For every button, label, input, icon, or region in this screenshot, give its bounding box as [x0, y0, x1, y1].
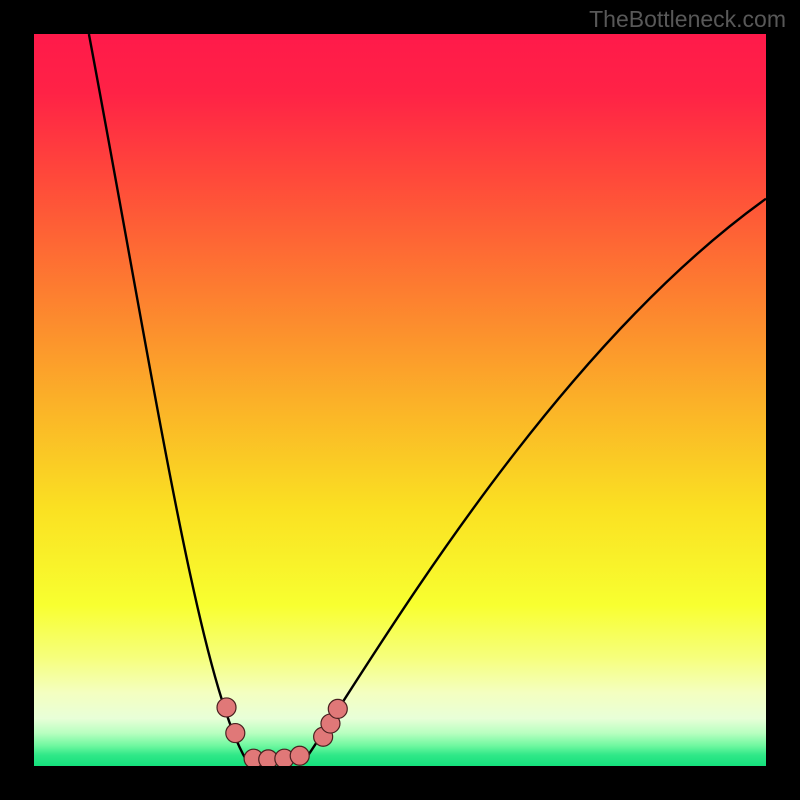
watermark-text: TheBottleneck.com: [589, 6, 786, 33]
marker-dot: [217, 698, 236, 717]
bottleneck-v-chart: [0, 0, 800, 800]
marker-dot: [328, 699, 347, 718]
marker-dot: [226, 724, 245, 743]
marker-dot: [290, 746, 309, 765]
chart-container: TheBottleneck.com: [0, 0, 800, 800]
plot-background-gradient: [34, 34, 766, 766]
